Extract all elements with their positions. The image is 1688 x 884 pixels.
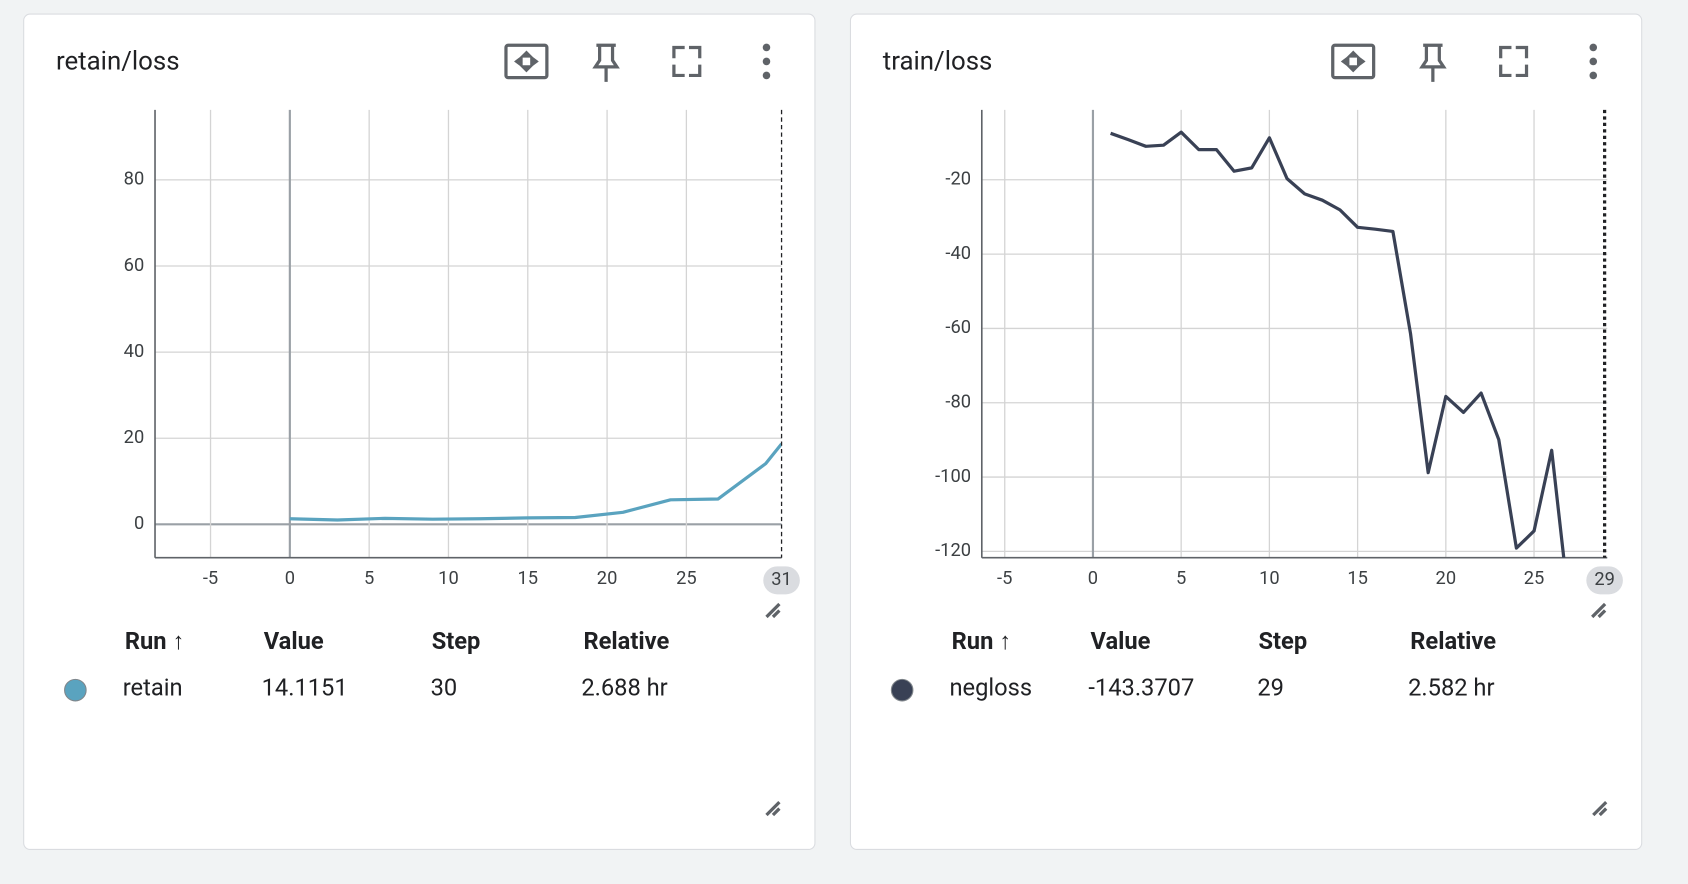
card xyxy=(849,13,1643,851)
icon[interactable] xyxy=(762,57,771,66)
table-cell: 14.1151 xyxy=(262,673,348,701)
y-tick-label: 0 xyxy=(134,513,144,534)
x-tick-label: 5 xyxy=(364,568,374,589)
y-tick-label: -60 xyxy=(945,317,971,338)
chart-title: train/loss xyxy=(883,46,993,76)
card xyxy=(23,13,816,851)
icon[interactable] xyxy=(514,50,539,73)
table-header: Value xyxy=(1091,627,1151,655)
table-cell: -143.3707 xyxy=(1088,673,1194,701)
y-tick-label: -80 xyxy=(945,392,971,413)
data-line xyxy=(1110,130,1566,558)
y-tick-label: 80 xyxy=(124,169,145,190)
table-header: Relative xyxy=(583,627,669,655)
step-badge xyxy=(763,566,800,595)
icon[interactable] xyxy=(1589,71,1598,80)
legend-label: retain xyxy=(123,673,183,701)
icon[interactable] xyxy=(1589,57,1598,66)
x-tick-label: 15 xyxy=(517,568,538,589)
table-cell: 29 xyxy=(1257,673,1284,701)
y-tick-label: 60 xyxy=(124,255,145,276)
icon[interactable] xyxy=(1340,50,1366,73)
icon[interactable] xyxy=(592,43,620,82)
y-tick-label: -20 xyxy=(945,169,971,190)
icon[interactable] xyxy=(1589,43,1598,52)
table-header: Relative xyxy=(1410,627,1496,655)
x-tick-label: 0 xyxy=(1088,568,1098,589)
table-header: Step xyxy=(432,627,481,655)
icon[interactable] xyxy=(1331,43,1376,80)
x-tick-label: 20 xyxy=(597,568,618,589)
x-tick-label: 0 xyxy=(285,568,295,589)
y-tick-label: 40 xyxy=(124,341,145,362)
legend-swatch xyxy=(890,678,914,702)
table-cell: 2.688 hr xyxy=(581,673,667,701)
toolbar[interactable] xyxy=(1331,43,1608,817)
icon[interactable] xyxy=(1499,45,1529,78)
x-tick-label: 5 xyxy=(1176,568,1186,589)
icon[interactable] xyxy=(762,43,771,52)
x-tick-label: -5 xyxy=(997,568,1012,589)
table-header: Step xyxy=(1258,627,1307,655)
step-badge-label: 29 xyxy=(1594,569,1615,590)
y-tick-label: 20 xyxy=(124,427,145,448)
table-header: Run ↑ xyxy=(952,627,1011,655)
chart-title: retain/loss xyxy=(56,46,180,76)
table-header: Value xyxy=(264,627,324,655)
x-tick-label: 10 xyxy=(438,568,459,589)
icon[interactable] xyxy=(762,71,771,80)
step-badge-label: 31 xyxy=(771,569,792,590)
x-tick-label: 15 xyxy=(1347,568,1368,589)
table-cell: 30 xyxy=(431,673,458,701)
x-tick-label: 20 xyxy=(1436,568,1457,589)
icon[interactable] xyxy=(1591,602,1608,817)
data-line xyxy=(289,442,782,522)
icon[interactable] xyxy=(504,43,549,80)
x-tick-label: 25 xyxy=(1524,568,1545,589)
x-tick-label: 25 xyxy=(676,568,697,589)
x-tick-label: -5 xyxy=(203,568,218,589)
icon[interactable] xyxy=(1419,43,1447,82)
y-tick-label: -120 xyxy=(935,540,971,561)
legend-swatch xyxy=(64,678,87,702)
icon[interactable] xyxy=(765,602,781,817)
x-tick-label: 10 xyxy=(1259,568,1280,589)
y-tick-label: -40 xyxy=(945,243,971,264)
toolbar[interactable] xyxy=(504,43,781,817)
table-header: Run ↑ xyxy=(125,627,184,655)
y-tick-label: -100 xyxy=(935,466,971,487)
step-badge xyxy=(1586,566,1623,595)
legend-label: negloss xyxy=(949,673,1032,701)
icon[interactable] xyxy=(672,45,702,78)
table-cell: 2.582 hr xyxy=(1408,673,1494,701)
